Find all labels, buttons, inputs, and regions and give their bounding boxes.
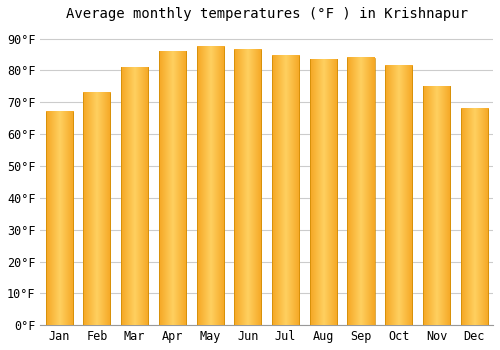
Bar xyxy=(460,108,488,325)
Bar xyxy=(46,112,73,325)
Title: Average monthly temperatures (°F ) in Krishnapur: Average monthly temperatures (°F ) in Kr… xyxy=(66,7,468,21)
Bar xyxy=(272,56,299,325)
Bar xyxy=(385,66,412,325)
Bar xyxy=(196,47,224,325)
Bar xyxy=(84,93,110,325)
Bar xyxy=(423,86,450,325)
Bar xyxy=(159,51,186,325)
Bar xyxy=(310,59,337,325)
Bar xyxy=(348,58,374,325)
Bar xyxy=(234,50,262,325)
Bar xyxy=(121,67,148,325)
